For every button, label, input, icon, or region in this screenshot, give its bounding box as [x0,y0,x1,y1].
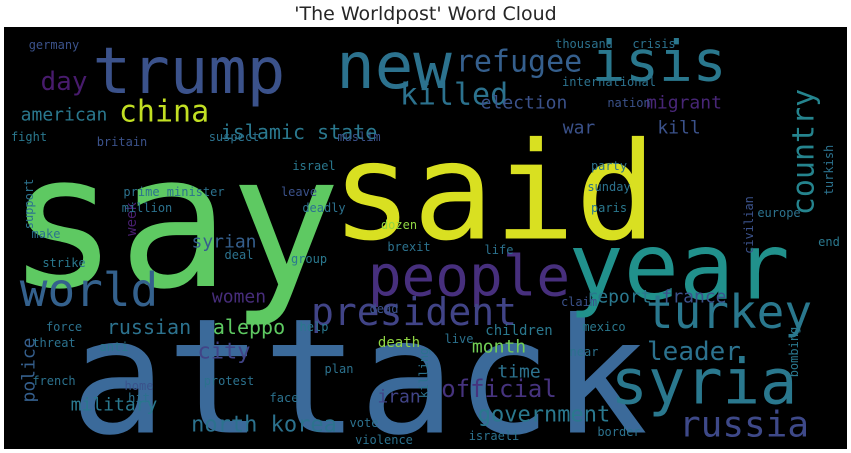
word-north-korea: north korea [191,413,337,438]
word-crisis: crisis [632,37,675,51]
word-children: children [485,323,552,339]
word-cloud-canvas: say said attack year trump new isis people world… [4,27,847,449]
word-russian: russian [107,315,191,339]
word-claim: claim [561,295,597,309]
word-killing: killing [417,348,431,399]
word-prime-minister: prime minister [123,185,224,199]
word-new: new [336,30,452,104]
word-nation: nation [607,96,650,110]
word-brexit: brexit [387,240,430,254]
word-france: france [661,287,726,308]
word-said: said [331,114,656,271]
word-turkish: turkish [822,145,836,196]
word-plan: plan [325,362,354,376]
word-border: border [597,425,640,439]
word-trump: trump [93,35,286,109]
word-leader: leader [647,337,741,367]
word-britain: britain [97,135,148,149]
word-attack: attack [70,284,648,450]
word-president: president [311,290,517,334]
word-french: french [32,374,75,388]
word-people: people [368,245,570,310]
word-force: force [46,320,82,334]
word-refugee: refugee [456,45,582,80]
word-israeli: israeli [469,429,520,443]
word-face: face [270,391,299,405]
word-isis: isis [592,30,727,95]
word-protest: protest [204,374,255,388]
word-iran: iran [377,387,420,408]
word-sunday: sunday [587,180,630,194]
word-deadly: deadly [302,201,345,215]
word-islamic-state: islamic state [221,120,378,144]
word-death: death [378,335,420,351]
word-vote: vote [350,416,379,430]
word-migrant: migrant [646,93,722,114]
word-paris: paris [591,201,627,215]
word-killed: killed [400,78,508,113]
word-muslim: muslim [337,130,380,144]
word-day: day [41,67,88,97]
word-government: government [478,403,610,428]
word-violence: violence [355,433,413,447]
word-hit: hit [128,391,150,405]
word-near: near [570,345,599,359]
word-syria: syria [611,346,798,419]
word-women: women [212,287,266,308]
word-city: city [198,340,251,365]
word-germany: germany [29,38,80,52]
word-life: life [485,243,514,257]
word-year: year [568,214,790,321]
word-international: international [562,75,656,89]
word-time: time [497,362,540,383]
word-bombing: bombing [787,327,801,378]
word-aleppo: aleppo [213,315,285,339]
word-election: election [481,93,568,114]
word-dozen: dozen [381,218,417,232]
word-kill: kill [657,118,700,139]
word-war: war [563,118,596,139]
word-israel: israel [292,159,335,173]
word-fight: fight [11,130,47,144]
word-world: world [20,263,158,317]
word-syrian: syrian [191,232,256,253]
word-anti: anti [100,340,129,354]
word-group: group [291,252,327,266]
word-report: report [586,287,651,308]
word-support: support [22,179,36,230]
word-help: help [300,320,329,334]
word-police: police [19,337,40,402]
word-live: live [445,332,474,346]
word-military: military [71,395,158,416]
word-thousand: thousand [555,37,613,51]
word-strike: strike [42,256,85,270]
word-russia: russia [679,405,809,446]
chart-title: 'The Worldpost' Word Cloud [294,3,557,25]
word-leave: leave [281,185,317,199]
word-europe: europe [757,206,800,220]
word-party: party [591,159,627,173]
word-suspect: suspect [209,130,260,144]
word-week: week [124,202,140,236]
word-american: american [21,105,108,126]
word-end: end [818,235,840,249]
word-country: country [787,89,822,215]
word-home: home [125,379,154,393]
word-china: china [119,95,209,130]
word-turkey: turkey [646,285,812,339]
word-mexico: mexico [582,320,625,334]
word-say: say [7,114,341,330]
word-civilian: civilian [742,196,756,254]
word-make: make [32,227,61,241]
word-threat: threat [32,336,75,350]
word-official: official [441,375,557,403]
word-month: month [472,337,526,358]
word-million: million [122,201,173,215]
word-deal: deal [225,248,254,262]
word-dead: dead [370,302,399,316]
